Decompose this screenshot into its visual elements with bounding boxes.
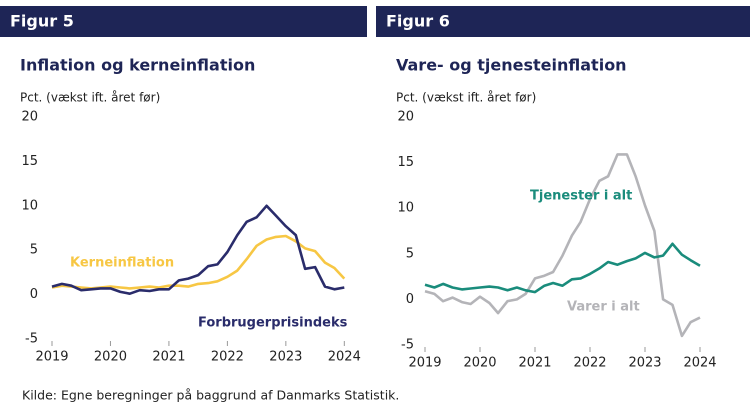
- chart-title: Inflation og kerneinflation: [20, 56, 255, 75]
- chart-title: Vare- og tjenesteinflation: [396, 56, 627, 75]
- y-tick-label: 0: [406, 292, 414, 307]
- panel-label: Figur 5: [10, 12, 74, 31]
- x-tick-label: 2024: [683, 356, 716, 371]
- x-tick-label: 2022: [211, 350, 244, 365]
- x-tick-label: 2020: [463, 356, 496, 371]
- x-tick-label: 2019: [35, 350, 68, 365]
- series-label: Varer i alt: [567, 300, 640, 315]
- x-tick-label: 2023: [628, 356, 661, 371]
- y-tick-label: 15: [397, 155, 414, 170]
- y-tick-label: -5: [25, 332, 38, 347]
- x-tick-label: 2021: [152, 350, 185, 365]
- panel-header: [0, 6, 367, 37]
- x-tick-label: 2020: [94, 350, 127, 365]
- source: Kilde: Egne beregninger på baggrund af D…: [22, 388, 399, 403]
- y-tick-label: 20: [21, 110, 38, 125]
- series-label: Forbrugerprisindeks: [198, 316, 348, 331]
- y-tick-label: 10: [21, 198, 38, 213]
- line: [51, 204, 345, 295]
- y-axis-label: Pct. (vækst ift. året før): [396, 91, 536, 105]
- line: [424, 153, 701, 338]
- series-label: Kerneinflation: [70, 256, 174, 271]
- x-tick-label: 2024: [328, 350, 361, 365]
- x-tick-label: 2022: [573, 356, 606, 371]
- y-tick-label: 20: [397, 110, 414, 125]
- x-tick-label: 2019: [408, 356, 441, 371]
- x-tick-label: 2021: [518, 356, 551, 371]
- y-axis-label: Pct. (vækst ift. året før): [20, 91, 160, 105]
- y-tick-label: 0: [30, 287, 38, 302]
- panel-header: [376, 6, 750, 37]
- y-tick-label: 15: [21, 154, 38, 169]
- y-tick-label: -5: [401, 338, 414, 353]
- y-tick-label: 5: [30, 243, 38, 258]
- panel-label: Figur 6: [386, 12, 450, 31]
- line: [424, 242, 701, 294]
- y-tick-label: 10: [397, 201, 414, 216]
- x-tick-label: 2023: [269, 350, 302, 365]
- y-tick-label: 5: [406, 246, 414, 261]
- series-label: Tjenester i alt: [530, 189, 632, 204]
